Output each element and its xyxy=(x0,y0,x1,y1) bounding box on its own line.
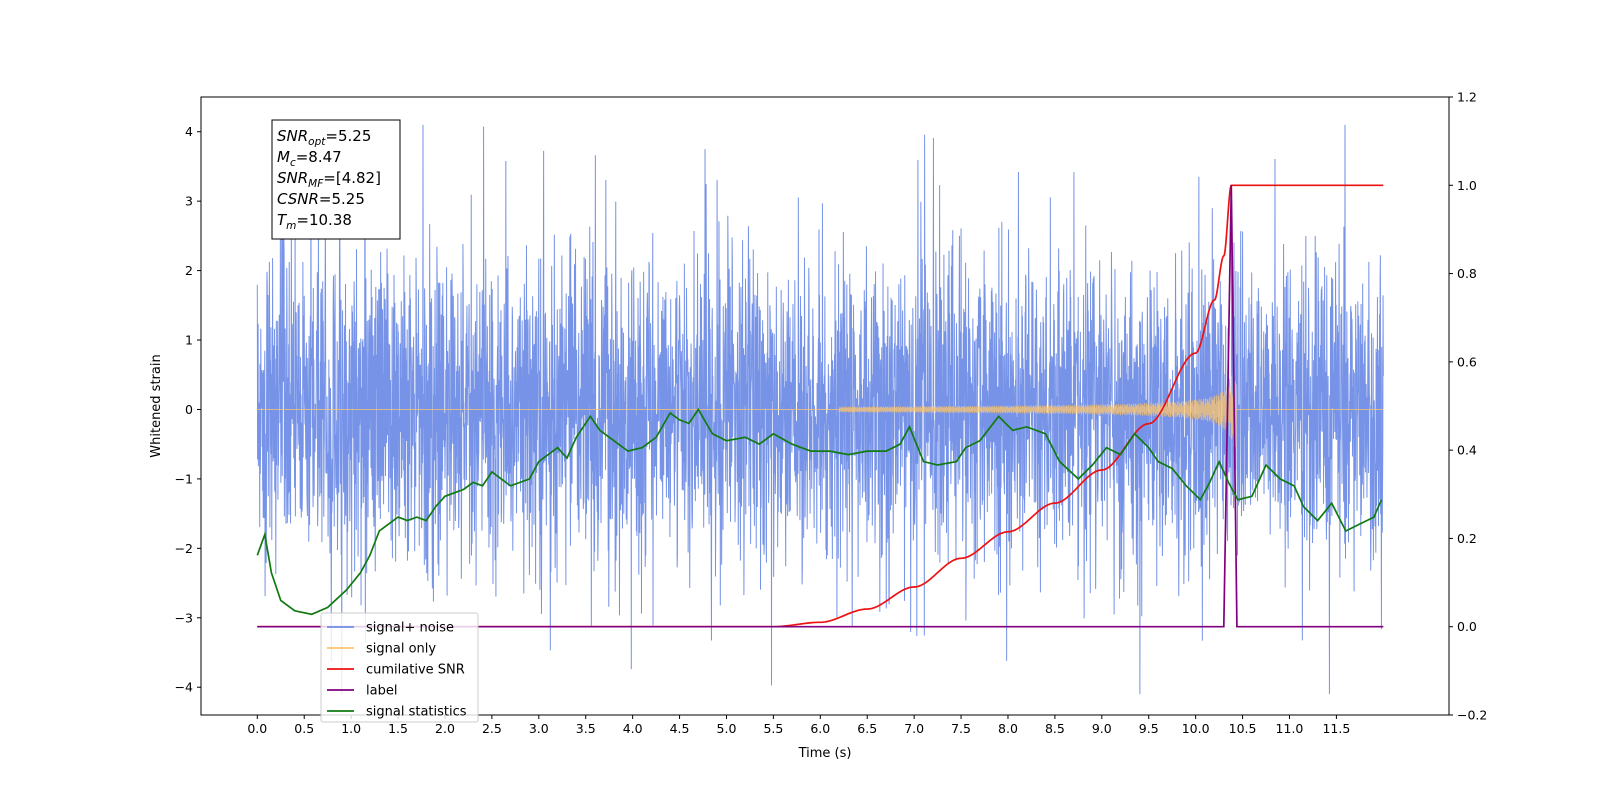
x-tick-label: 1.0 xyxy=(341,721,361,736)
x-tick-label: 9.5 xyxy=(1139,721,1159,736)
y-tick-label: −1 xyxy=(175,471,193,486)
y-tick-label: −2 xyxy=(175,541,193,556)
annotation-value: =10.38 xyxy=(296,211,352,229)
plot-frame xyxy=(200,96,1450,716)
y-right-tick-label: 1.2 xyxy=(1457,90,1477,105)
y-tick-label: −3 xyxy=(175,610,193,625)
annotation-subscript: c xyxy=(290,157,296,169)
x-tick-label: 6.5 xyxy=(857,721,877,736)
x-tick-label: 1.5 xyxy=(388,721,408,736)
legend: signal+ noise signal only cumilative SNR la… xyxy=(320,612,479,723)
x-tick-label: 0.0 xyxy=(247,721,267,736)
x-tick-label: 11.5 xyxy=(1322,721,1350,736)
x-tick-label: 5.5 xyxy=(763,721,783,736)
annotation-line: Mc=8.47 xyxy=(277,148,342,169)
y-tick-label: 2 xyxy=(185,263,193,278)
legend-entry: signal statistics xyxy=(366,705,467,720)
y-right-tick-label: 0.2 xyxy=(1457,531,1477,546)
legend-entry: label xyxy=(366,684,397,699)
x-tick-label: 6.0 xyxy=(810,721,830,736)
annotation-symbol: M xyxy=(277,148,290,166)
y-tick-label: 0 xyxy=(185,402,193,417)
series-cumulative-snr-line xyxy=(257,184,1384,628)
series-label-line xyxy=(257,185,1384,628)
series-signal-statistics-line xyxy=(256,407,1383,616)
annotation-line: Tm=10.38 xyxy=(277,211,352,232)
y-right-tick-label: 0.0 xyxy=(1457,619,1477,634)
legend-frame xyxy=(320,612,479,723)
y-axis-label: Whitened strain xyxy=(149,354,164,457)
x-tick-label: 7.0 xyxy=(904,721,924,736)
annotation-line: SNRopt=5.25 xyxy=(277,127,371,148)
annotation-line: CSNR=5.25 xyxy=(277,190,365,208)
legend-entry: signal+ noise xyxy=(366,621,454,636)
annotation-frame xyxy=(271,119,401,240)
y-right-tick-label: 0.8 xyxy=(1457,266,1477,281)
x-tick-label: 8.0 xyxy=(998,721,1018,736)
x-tick-label: 8.5 xyxy=(1045,721,1065,736)
annotation-subscript: opt xyxy=(308,136,326,148)
axes: 0.0 0.5 1.0 1.5 2.0 2.5 3.0 3.5 4.0 4.5 5.0 5.5 6.0 6… xyxy=(175,90,1488,737)
x-tick-label: 3.0 xyxy=(529,721,549,736)
x-tick-label: 10.5 xyxy=(1229,721,1257,736)
annotation-value: =8.47 xyxy=(296,148,342,166)
x-tick-label: 2.5 xyxy=(482,721,502,736)
x-tick-label: 0.5 xyxy=(294,721,314,736)
annotation-symbol: SNR xyxy=(277,127,308,145)
legend-entry: signal only xyxy=(366,642,436,657)
annotation-value: =5.25 xyxy=(319,190,365,208)
y-tick-label: 3 xyxy=(185,194,193,209)
x-tick-label: 9.0 xyxy=(1092,721,1112,736)
x-tick-label: 3.5 xyxy=(576,721,596,736)
x-tick-label: 5.0 xyxy=(717,721,737,736)
x-tick-label: 2.0 xyxy=(435,721,455,736)
annotation-value: =5.25 xyxy=(325,127,371,145)
annotation-symbol: SNR xyxy=(277,169,308,187)
annotation-symbol: T xyxy=(277,211,288,229)
y-right-tick-label: 0.4 xyxy=(1457,443,1477,458)
annotation-subscript: MF xyxy=(308,178,324,190)
y-right-tick-label: −0.2 xyxy=(1457,708,1487,723)
legend-entry: cumilative SNR xyxy=(366,663,465,678)
x-tick-label: 7.5 xyxy=(951,721,971,736)
y-right-tick-label: 1.0 xyxy=(1457,178,1477,193)
series-signal-only-line xyxy=(257,373,1384,447)
annotation-value: =[4.82] xyxy=(323,169,381,187)
x-tick-label: 10.0 xyxy=(1182,721,1210,736)
annotation-line: SNRMF=[4.82] xyxy=(277,169,381,190)
x-axis-label: Time (s) xyxy=(798,746,852,761)
x-tick-label: 4.5 xyxy=(670,721,690,736)
y-tick-label: 1 xyxy=(185,333,193,348)
annotation-symbol: CSNR xyxy=(277,190,319,208)
y-tick-label: −4 xyxy=(175,680,193,695)
annotation-subscript: m xyxy=(286,220,296,232)
y-right-tick-label: 0.6 xyxy=(1457,354,1477,369)
series-signal-noise-line xyxy=(256,124,1384,695)
parameter-annotation-box: SNRopt=5.25Mc=8.47SNRMF=[4.82]CSNR=5.25T… xyxy=(271,119,401,240)
x-tick-label: 4.0 xyxy=(623,721,643,736)
y-tick-label: 4 xyxy=(185,124,193,139)
x-tick-label: 11.0 xyxy=(1276,721,1304,736)
plot-area xyxy=(256,124,1384,695)
